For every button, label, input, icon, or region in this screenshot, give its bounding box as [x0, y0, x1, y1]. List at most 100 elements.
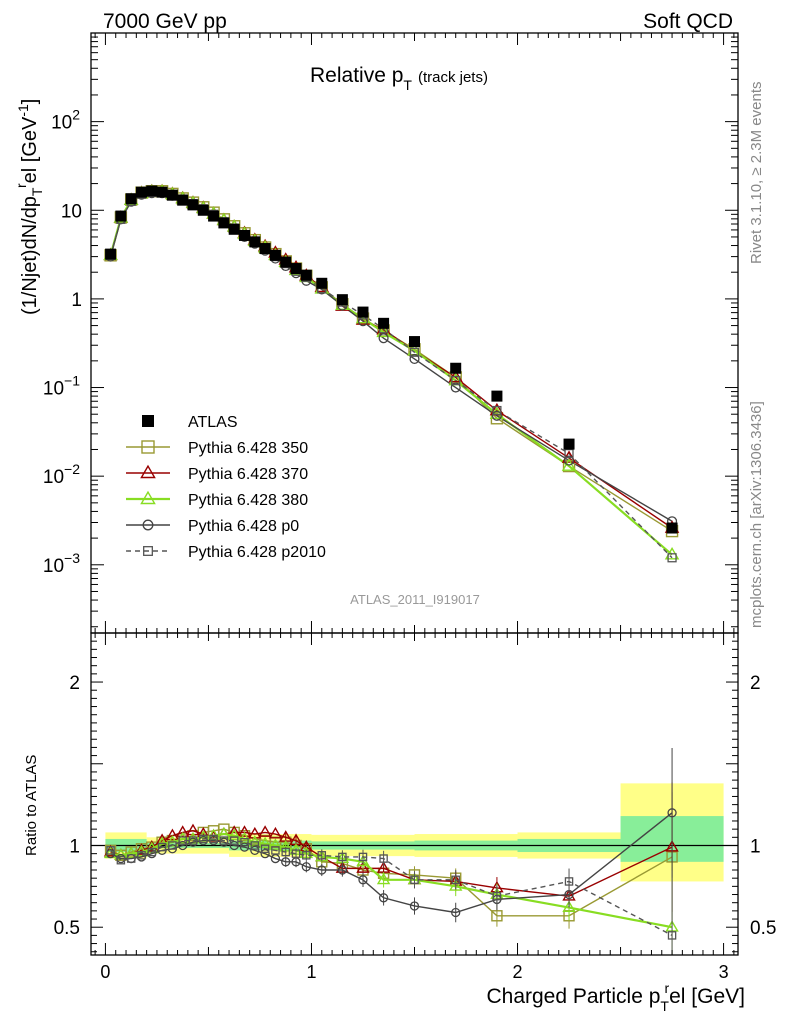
ratio-point-pythia-6-428-p2010: [667, 931, 677, 940]
ratio-point-pythia-6-428-370: [356, 861, 370, 873]
ratio-point-pythia-6-428-370: [268, 826, 283, 839]
top-point-atlas: [156, 186, 168, 198]
ratio-point-pythia-6-428-p0: [239, 842, 250, 852]
top-point-pythia-6-428-p2010: [667, 553, 677, 563]
top-y-tick-label: 1: [71, 290, 82, 311]
legend-marker-pythia-6-428-370: [140, 464, 156, 479]
top-point-pythia-6-428-p0: [491, 410, 502, 421]
ratio-point-pythia-6-428-380: [124, 846, 138, 859]
top-point-pythia-6-428-p0: [378, 333, 389, 344]
ratio-point-pythia-6-428-p2010: [126, 854, 136, 863]
ratio-y-tick-label-right: 1: [750, 836, 761, 857]
ratio-point-pythia-6-428-p2010: [250, 841, 260, 850]
top-point-atlas: [563, 438, 575, 450]
top-y-tick-label: 10−1: [43, 373, 80, 400]
top-ylabel-f: ]: [19, 99, 41, 105]
ratio-point-pythia-6-428-p2010: [168, 841, 177, 850]
ratio-point-pythia-6-428-380: [175, 831, 190, 844]
top-point-atlas: [249, 236, 261, 248]
top-point-atlas: [316, 277, 328, 289]
xlabel-b: T: [660, 998, 669, 1014]
ratio-y-tick-label-right: 2: [750, 673, 761, 694]
xlabel-a: Charged Particle p: [486, 985, 660, 1008]
legend: ATLAS Pythia 6.428 350 Pythia 6.428 370 Pyt…: [126, 414, 326, 561]
plot-title-extra: (track jets): [418, 69, 488, 86]
top-point-atlas: [187, 199, 199, 211]
ratio-point-pythia-6-428-p2010: [219, 836, 229, 845]
legend-label-pythia-6-428-p2010: Pythia 6.428 p2010: [188, 544, 326, 561]
top-point-atlas: [666, 522, 678, 534]
ratio-point-pythia-6-428-p2010: [147, 847, 157, 857]
x-tick-label: 0: [100, 962, 110, 982]
top-ylabel-d: el [GeV: [19, 116, 41, 183]
xlabel: Charged Particle pTrel [GeV]: [486, 980, 745, 1014]
ratio-point-pythia-6-428-p0: [317, 865, 327, 875]
ratio-point-pythia-6-428-p0: [229, 840, 239, 851]
ratio-y-tick-label-left: 2: [69, 673, 80, 694]
legend-marker-atlas: [142, 415, 154, 427]
top-ylabel-c: r: [13, 183, 29, 188]
top-point-atlas: [228, 223, 240, 235]
ratio-ylabel: Ratio to ATLAS: [23, 755, 40, 856]
ratio-point-pythia-6-428-370: [237, 825, 252, 837]
top-point-pythia-6-428-380: [376, 324, 391, 338]
top-point-pythia-6-428-380: [561, 458, 577, 471]
ratio-point-pythia-6-428-380: [448, 879, 463, 891]
ratio-point-pythia-6-428-p2010: [240, 837, 249, 847]
ratio-point-pythia-6-428-380: [268, 838, 283, 850]
ratio-point-pythia-6-428-p2010: [492, 891, 502, 901]
plot-title: Relative pT (track jets): [310, 64, 488, 93]
top-point-atlas: [146, 185, 158, 197]
legend-label-pythia-6-428-p0: Pythia 6.428 p0: [188, 518, 299, 535]
plot-title-sub: T: [403, 77, 412, 93]
top-panel: 10−3 10−2 10−1 1 10 102: [43, 32, 739, 634]
ratio-point-pythia-6-428-p0: [337, 865, 348, 875]
ratio-point-pythia-6-428-p2010: [281, 847, 290, 857]
legend-marker-pythia-6-428-350: [141, 440, 155, 454]
x-tick-label: 1: [306, 962, 316, 982]
ratio-point-pythia-6-428-p2010: [106, 846, 115, 855]
mcplots-label: mcplots.cern.ch [arXiv:1306.3436]: [748, 401, 765, 628]
top-point-atlas: [218, 217, 230, 229]
top-point-pythia-6-428-p2010: [451, 375, 461, 386]
header-right: Soft QCD: [643, 10, 733, 33]
x-tick-label: 2: [513, 962, 523, 982]
top-point-atlas: [491, 390, 503, 402]
ratio-point-pythia-6-428-p2010: [157, 842, 167, 852]
top-point-atlas: [300, 269, 312, 281]
top-y-tick-label: 10−2: [43, 461, 80, 488]
top-point-pythia-6-428-p2010: [492, 405, 502, 416]
top-point-atlas: [409, 336, 420, 348]
ratio-point-pythia-6-428-380: [134, 844, 149, 857]
top-point-atlas: [269, 249, 281, 261]
header-left: 7000 GeV pp: [103, 10, 227, 33]
ratio-panel: 0 1 2 3 0.5 0.5 1 1 2 2: [54, 632, 776, 982]
ratio-point-pythia-6-428-p2010: [271, 846, 280, 855]
ratio-point-pythia-6-428-p2010: [410, 875, 419, 885]
legend-label-pythia-6-428-350: Pythia 6.428 350: [188, 440, 308, 457]
ratio-point-pythia-6-428-p0: [260, 849, 270, 859]
top-point-atlas: [259, 243, 271, 255]
top-point-atlas: [239, 229, 251, 241]
top-point-atlas: [105, 248, 117, 260]
ratio-point-pythia-6-428-380: [165, 835, 180, 847]
ratio-point-pythia-6-428-380: [376, 872, 391, 885]
top-point-atlas: [290, 263, 302, 275]
ratio-point-pythia-6-428-p0: [409, 901, 420, 911]
ratio-point-pythia-6-428-370: [134, 843, 149, 855]
xlabel-c: r: [664, 980, 669, 996]
top-y-tick-label: 10−3: [43, 550, 80, 577]
ratio-point-pythia-6-428-p2010: [564, 877, 574, 886]
top-point-atlas: [357, 306, 369, 318]
top-point-atlas: [280, 256, 292, 268]
ratio-point-pythia-6-428-p2010: [116, 855, 126, 865]
ratio-point-pythia-6-428-p2010: [229, 836, 239, 845]
top-ylabel-b: T: [29, 187, 45, 196]
ratio-point-pythia-6-428-p2010: [260, 844, 270, 854]
ratio-y-tick-label-left: 1: [69, 836, 80, 857]
ratio-point-pythia-6-428-380: [227, 828, 241, 841]
legend-label-atlas: ATLAS: [188, 414, 238, 431]
ratio-point-pythia-6-428-p2010: [199, 834, 208, 844]
ratio-point-pythia-6-428-p2010: [291, 849, 301, 858]
